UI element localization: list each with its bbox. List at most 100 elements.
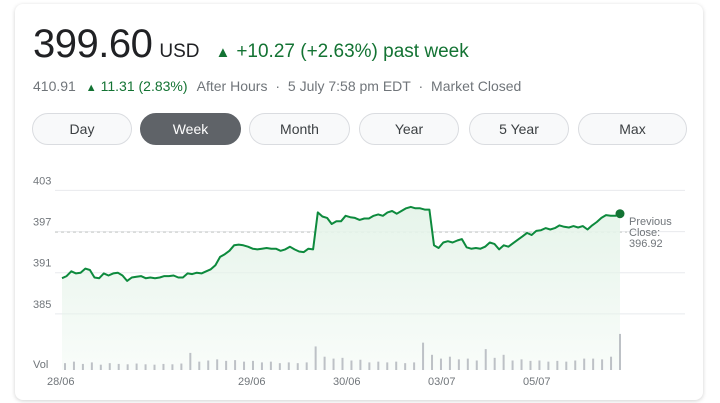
separator: · bbox=[275, 78, 281, 94]
previous-close-label: Previous bbox=[629, 216, 672, 228]
tab-month[interactable]: Month bbox=[249, 113, 350, 145]
volume-bar bbox=[81, 363, 84, 370]
price-header: 399.60 USD ▲ +10.27 (+2.63%) past week bbox=[33, 22, 469, 67]
volume-bar bbox=[269, 361, 272, 370]
tab-day-label: Day bbox=[69, 121, 95, 137]
price-change: ▲ +10.27 (+2.63%) past week bbox=[215, 41, 468, 63]
volume-bar bbox=[484, 349, 487, 370]
volume-bar bbox=[90, 362, 93, 370]
volume-bar bbox=[565, 361, 568, 370]
volume-bar bbox=[386, 362, 389, 370]
volume-bar bbox=[350, 360, 353, 370]
after-hours-change-text: 11.31 (2.83%) bbox=[100, 78, 188, 94]
volume-bar bbox=[225, 360, 228, 370]
volume-bar bbox=[108, 363, 111, 370]
volume-bar bbox=[287, 362, 290, 370]
volume-bar bbox=[457, 359, 460, 370]
volume-bar bbox=[592, 358, 595, 370]
y-tick-label: 403 bbox=[33, 175, 51, 187]
volume-bar bbox=[610, 356, 613, 370]
volume-bar bbox=[180, 363, 183, 370]
volume-bar bbox=[439, 358, 442, 370]
price-change-text: +10.27 (+2.63%) past week bbox=[236, 41, 469, 62]
tab-year[interactable]: Year bbox=[359, 113, 459, 145]
tab-5-year-label: 5 Year bbox=[499, 121, 539, 137]
after-hours-row: 410.91 ▲ 11.31 (2.83%) After Hours · 5 Ju… bbox=[33, 78, 521, 94]
y-tick-label: 385 bbox=[33, 299, 51, 311]
volume-bar bbox=[377, 361, 380, 370]
volume-bar bbox=[117, 363, 120, 370]
separator: · bbox=[418, 78, 424, 94]
volume-bar bbox=[126, 364, 129, 370]
tab-max-label: Max bbox=[619, 121, 646, 137]
tab-5-year[interactable]: 5 Year bbox=[469, 113, 569, 145]
volume-bar bbox=[601, 359, 604, 370]
volume-bar bbox=[395, 361, 398, 370]
volume-bar bbox=[323, 356, 326, 370]
volume-bar bbox=[296, 363, 299, 370]
tab-week[interactable]: Week bbox=[140, 113, 241, 145]
volume-bar bbox=[207, 360, 210, 370]
volume-bar bbox=[466, 358, 469, 370]
quote-timestamp: 5 July 7:58 pm EDT bbox=[287, 78, 411, 94]
volume-bar bbox=[511, 360, 514, 370]
volume-bar bbox=[72, 361, 75, 370]
volume-bar bbox=[198, 361, 201, 370]
volume-bar bbox=[260, 362, 263, 370]
volume-label: Vol bbox=[33, 359, 48, 371]
stock-quote-card: 399.60 USD ▲ +10.27 (+2.63%) past week 41… bbox=[15, 4, 703, 400]
volume-bar bbox=[341, 357, 344, 370]
volume-bar bbox=[520, 359, 523, 370]
after-hours-price: 410.91 bbox=[33, 78, 76, 94]
x-tick-label: 05/07 bbox=[523, 376, 551, 388]
market-status: Market Closed bbox=[431, 78, 522, 94]
after-hours-change: ▲ 11.31 (2.83%) bbox=[86, 78, 188, 94]
volume-bar bbox=[234, 360, 237, 370]
volume-bar bbox=[305, 362, 308, 370]
up-arrow-icon: ▲ bbox=[85, 82, 97, 94]
currency-label: USD bbox=[159, 41, 200, 62]
range-tabs: Day Week Month Year 5 Year Max bbox=[32, 113, 688, 147]
price-area bbox=[62, 206, 620, 370]
volume-bar bbox=[538, 360, 541, 370]
volume-bar bbox=[556, 360, 559, 370]
volume-bar bbox=[243, 361, 246, 370]
volume-bar bbox=[368, 362, 371, 370]
volume-bar bbox=[547, 361, 550, 370]
volume-bar bbox=[583, 358, 586, 370]
tab-month-label: Month bbox=[280, 121, 319, 137]
volume-bar bbox=[359, 359, 362, 370]
x-tick-label: 03/07 bbox=[428, 376, 456, 388]
volume-bar bbox=[314, 346, 317, 370]
volume-bar bbox=[493, 357, 496, 370]
volume-bar bbox=[475, 360, 478, 370]
tab-day[interactable]: Day bbox=[32, 113, 132, 145]
volume-bar bbox=[135, 363, 138, 370]
tab-year-label: Year bbox=[394, 121, 424, 137]
tab-max[interactable]: Max bbox=[578, 113, 687, 145]
previous-close-label: Close: bbox=[629, 227, 660, 239]
x-tick-label: 28/06 bbox=[47, 376, 75, 388]
volume-bar bbox=[64, 363, 66, 370]
volume-bar bbox=[431, 354, 434, 370]
volume-bar bbox=[332, 358, 335, 370]
volume-bar bbox=[422, 342, 425, 370]
y-tick-label: 397 bbox=[33, 217, 51, 229]
volume-bar bbox=[162, 363, 165, 370]
volume-bar bbox=[99, 364, 102, 370]
y-tick-label: 391 bbox=[33, 258, 51, 270]
up-arrow-icon: ▲ bbox=[215, 44, 231, 61]
volume-bar bbox=[502, 354, 505, 370]
tab-week-label: Week bbox=[172, 121, 209, 137]
x-tick-label: 30/06 bbox=[333, 376, 361, 388]
volume-bar bbox=[529, 360, 532, 370]
volume-bar bbox=[189, 352, 192, 370]
price-line bbox=[61, 205, 621, 282]
x-tick-label: 29/06 bbox=[238, 376, 266, 388]
volume-bar bbox=[413, 362, 416, 370]
after-hours-label: After Hours bbox=[196, 78, 268, 94]
previous-close-value: 396.92 bbox=[629, 238, 663, 250]
volume-bar bbox=[278, 363, 281, 370]
current-price: 399.60 bbox=[33, 22, 153, 66]
